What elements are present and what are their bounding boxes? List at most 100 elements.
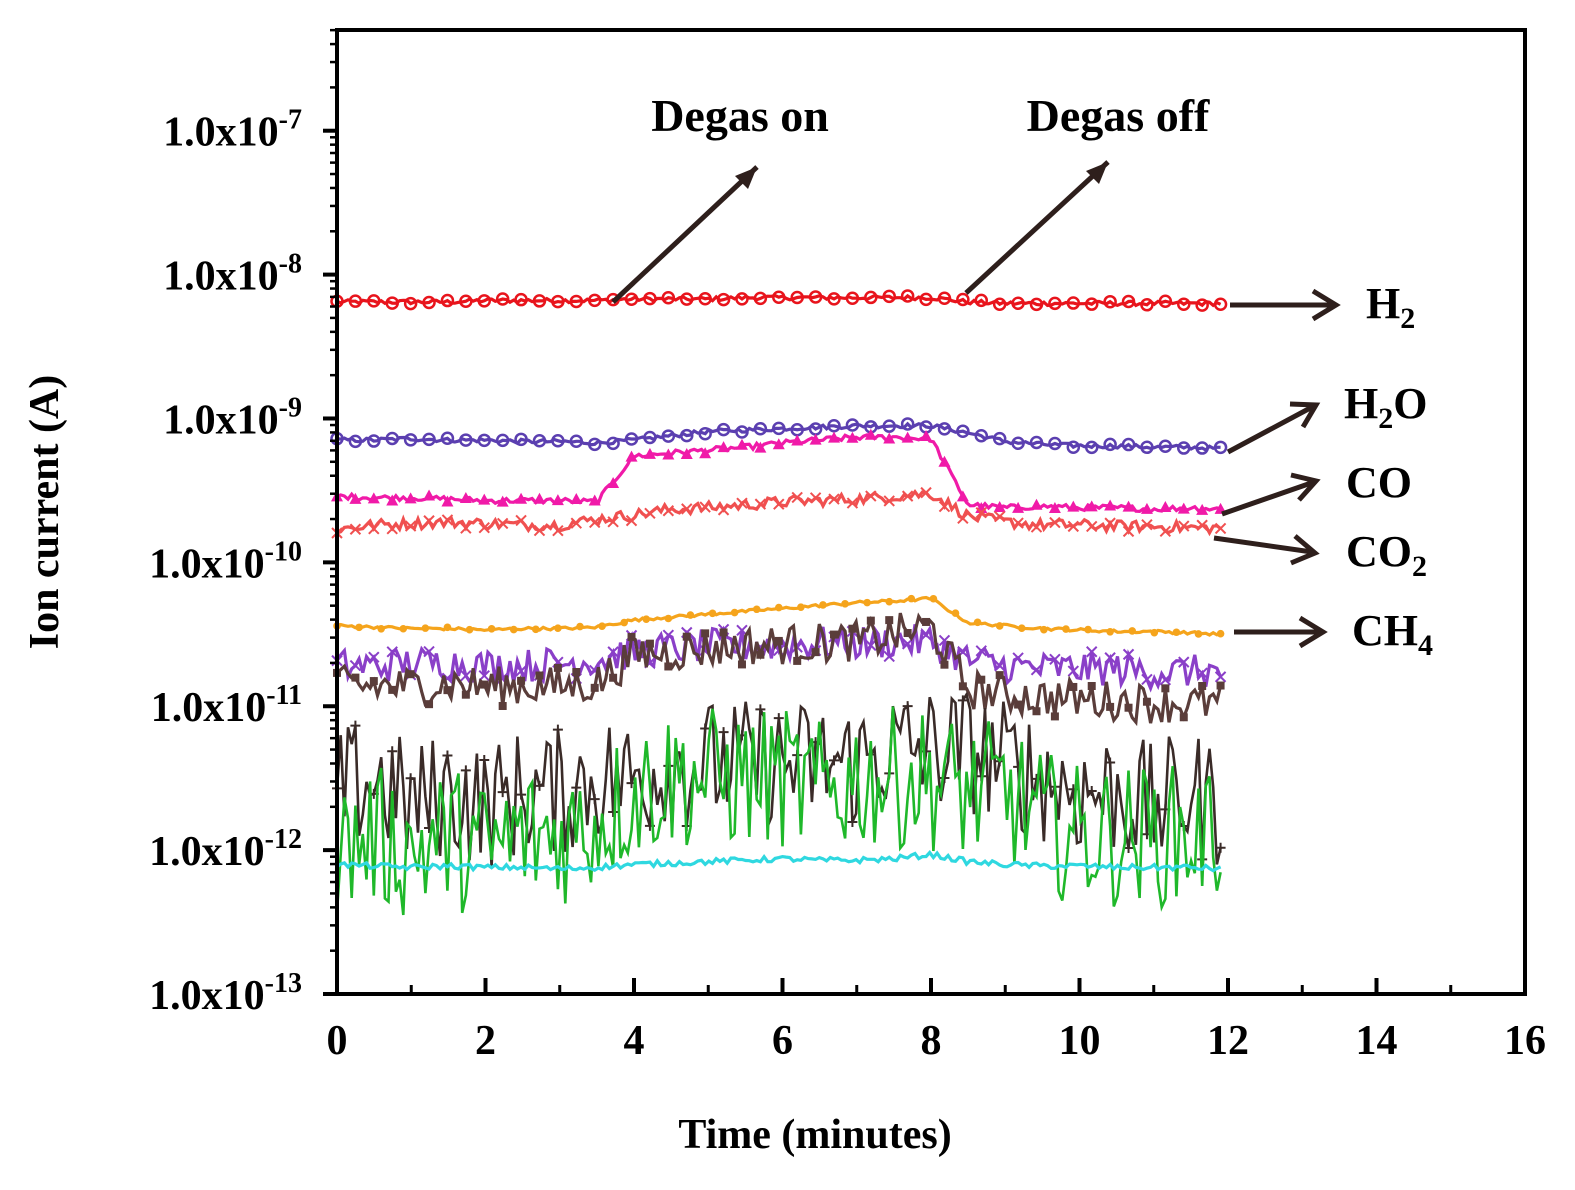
x-tick-label: 2: [475, 1018, 496, 1064]
label-co2-arrowhead: [1290, 534, 1320, 566]
label-h2o-arrow: [1226, 403, 1316, 455]
data-point: [1215, 842, 1226, 853]
data-point: [1214, 522, 1227, 535]
data-point: [569, 434, 584, 449]
data-point: [608, 807, 619, 818]
data-point: [809, 492, 822, 504]
data-point: [845, 291, 860, 305]
data-point: [423, 515, 435, 527]
x-axis-title: Time (minutes): [678, 1112, 951, 1158]
data-point: [664, 662, 673, 671]
plot-frame: [335, 28, 1527, 996]
data-point: [350, 720, 361, 731]
degas-on-arrow: [611, 165, 759, 304]
svg-text:H2: H2: [1366, 279, 1415, 335]
x-tick-label: 16: [1504, 1018, 1546, 1064]
data-point: [387, 746, 398, 757]
x-tick-label: 4: [624, 1018, 645, 1064]
label-h2o-arrowhead: [1289, 401, 1321, 429]
series-line-unlabeled: [336, 849, 1222, 873]
data-point: [902, 701, 913, 712]
data-point: [698, 291, 712, 306]
data-point: [753, 422, 768, 436]
data-point: [1214, 671, 1227, 683]
data-point: [509, 625, 518, 634]
data-point: [1140, 440, 1154, 455]
data-point: [1141, 673, 1153, 686]
data-point: [995, 671, 1004, 680]
data-point: [681, 503, 693, 515]
data-point: [753, 291, 768, 306]
data-point: [497, 787, 508, 798]
data-point: [1179, 713, 1188, 722]
data-point: [1087, 682, 1096, 691]
data-point: [440, 431, 455, 446]
data-point: [423, 489, 436, 501]
data-point: [553, 663, 562, 672]
data-point: [929, 594, 938, 603]
label-co2: CO2: [1213, 527, 1427, 583]
data-point: [920, 486, 932, 499]
data-point: [772, 438, 785, 450]
data-point: [441, 514, 454, 526]
data-point: [907, 594, 916, 603]
data-point: [992, 431, 1007, 446]
data-point: [735, 438, 748, 450]
data-point: [403, 296, 418, 311]
data-point: [405, 773, 416, 784]
data-point: [730, 608, 739, 617]
data-point: [718, 727, 729, 738]
data-point: [498, 701, 507, 710]
label-ch4-text: CH: [1352, 606, 1418, 655]
data-point: [1084, 297, 1099, 311]
data-point: [956, 490, 969, 502]
data-point: [533, 524, 546, 537]
data-point: [772, 290, 786, 304]
label-co2-text: CO: [1346, 527, 1412, 576]
data-point: [1085, 500, 1098, 512]
data-point: [664, 614, 673, 623]
data-point: [679, 428, 694, 443]
svg-text:CO2: CO2: [1346, 527, 1427, 583]
data-point: [1158, 439, 1173, 453]
data-point: [920, 629, 932, 641]
data-point: [1195, 441, 1209, 455]
data-point: [754, 441, 767, 453]
data-point: [386, 523, 398, 535]
y-axis-title: Ion current (A): [22, 375, 68, 650]
data-point: [442, 750, 453, 761]
data-point: [882, 419, 896, 433]
data-point: [755, 704, 766, 715]
data-point: [422, 295, 436, 310]
data-point: [901, 490, 914, 502]
data-point: [349, 492, 362, 504]
data-point: [348, 294, 363, 308]
data-point: [841, 600, 849, 608]
series-layer: [330, 289, 1228, 916]
data-point: [699, 501, 711, 513]
data-point: [977, 675, 986, 684]
data-point: [465, 625, 474, 634]
data-point: [993, 500, 1006, 512]
data-point: [598, 622, 606, 631]
data-point: [974, 429, 989, 443]
series-ch4: [333, 594, 1225, 638]
data-point: [809, 433, 822, 445]
data-point: [1029, 297, 1044, 312]
label-h2-text: H: [1366, 279, 1400, 328]
data-point: [940, 660, 949, 669]
data-point: [367, 294, 381, 308]
data-point: [624, 292, 639, 306]
data-point: [797, 603, 805, 611]
data-point: [737, 660, 746, 669]
data-point: [774, 603, 783, 612]
data-point: [973, 618, 982, 627]
data-point: [1216, 681, 1225, 690]
data-point: [643, 447, 656, 459]
data-point: [1032, 707, 1041, 716]
data-point: [477, 294, 492, 308]
data-point: [1159, 500, 1172, 512]
data-point: [716, 292, 731, 307]
data-point: [351, 673, 360, 682]
data-point: [1029, 435, 1044, 450]
